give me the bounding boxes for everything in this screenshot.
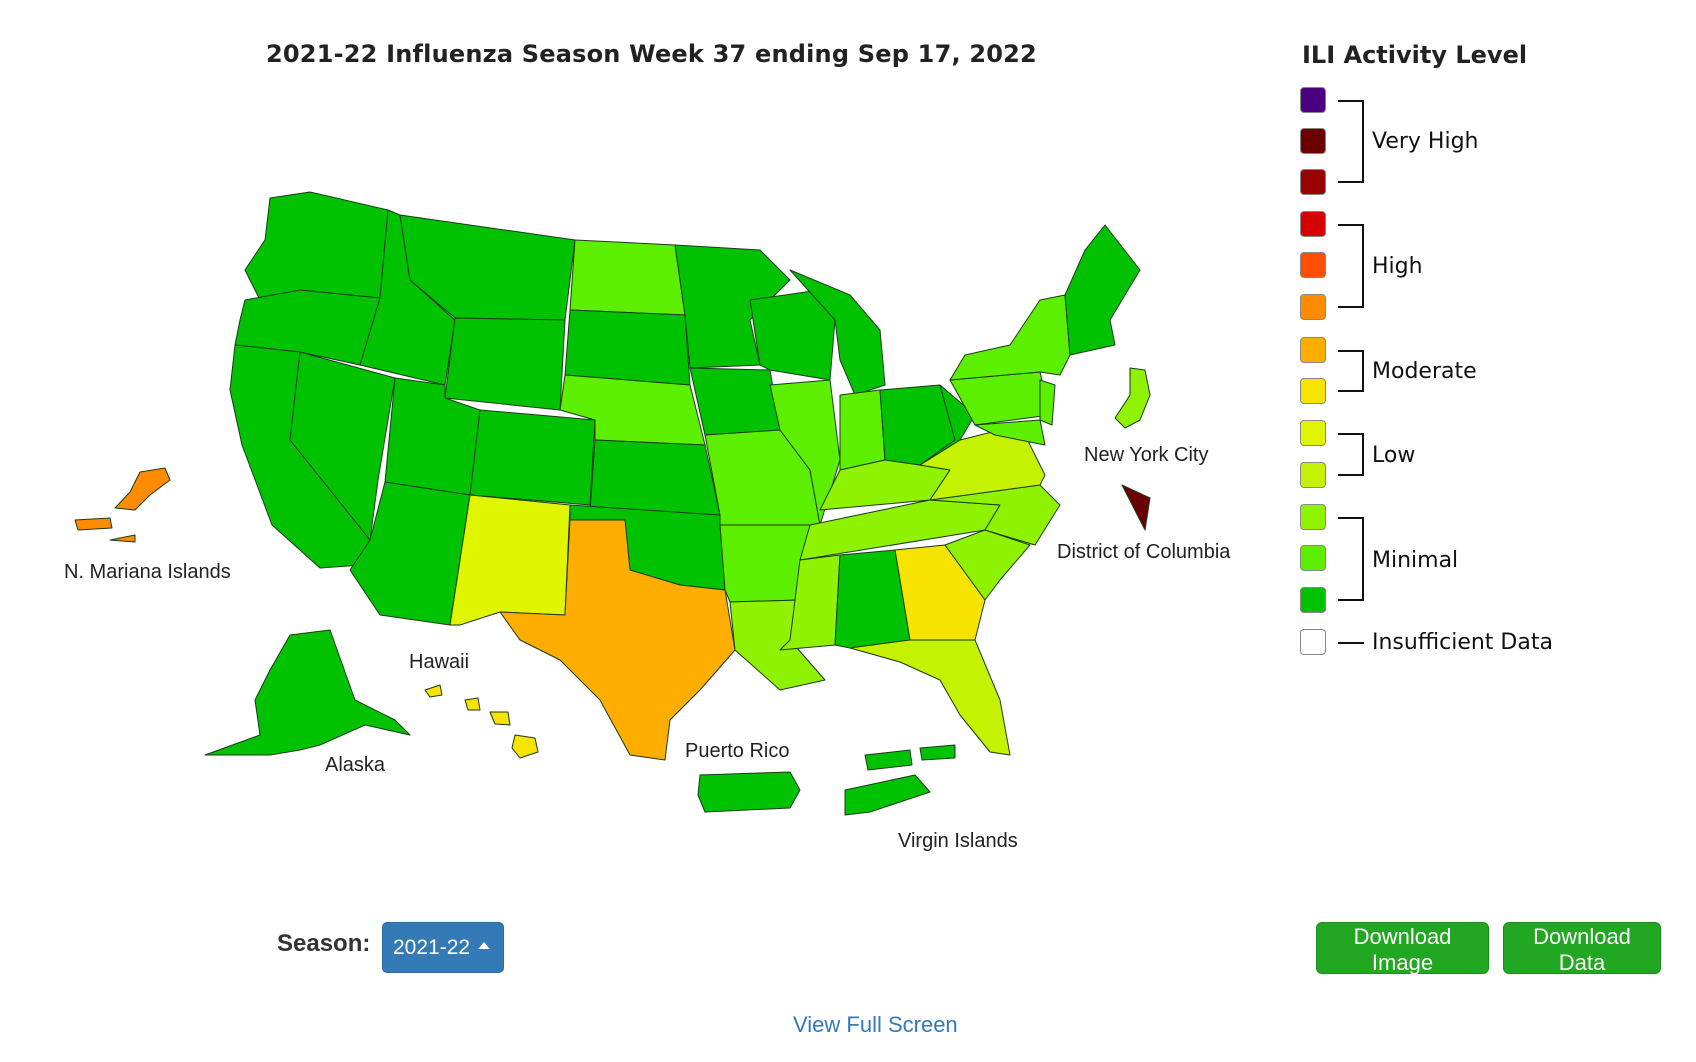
label-puerto-rico: Puerto Rico — [685, 740, 790, 762]
label-alaska: Alaska — [325, 754, 386, 776]
season-dropdown[interactable]: 2021-22 — [382, 922, 504, 973]
swatch-insufficient — [1300, 629, 1326, 655]
season-label: Season: — [277, 930, 371, 957]
legend-label-moderate: Moderate — [1372, 359, 1477, 384]
state-new-england[interactable] — [1064, 224, 1141, 356]
region-nyc[interactable] — [1114, 367, 1151, 429]
state-ks[interactable] — [589, 439, 721, 516]
state-nv[interactable] — [289, 351, 396, 541]
state-mn[interactable] — [674, 244, 791, 369]
swatch-high-1 — [1300, 211, 1326, 237]
state-fl[interactable] — [849, 639, 1011, 756]
state-or[interactable] — [234, 289, 381, 366]
legend-label-very-high: Very High — [1372, 129, 1479, 154]
swatch-minimal-1 — [1300, 504, 1326, 530]
label-virgin-islands: Virgin Islands — [898, 830, 1018, 852]
state-ak[interactable] — [204, 629, 411, 756]
bracket-low — [1338, 433, 1364, 476]
territory-vi[interactable] — [844, 744, 956, 816]
download-image-button[interactable]: Download Image — [1316, 922, 1489, 975]
label-dc: District of Columbia — [1057, 541, 1231, 563]
caret-up-icon — [478, 942, 491, 950]
state-ny[interactable] — [949, 294, 1071, 381]
label-mariana: N. Mariana Islands — [64, 561, 231, 583]
state-sc[interactable] — [944, 529, 1031, 601]
state-tx[interactable] — [499, 519, 736, 761]
state-wy[interactable] — [444, 317, 566, 411]
legend-title: ILI Activity Level — [1302, 41, 1528, 69]
legend-label-minimal: Minimal — [1372, 548, 1459, 573]
state-mi[interactable] — [789, 269, 886, 396]
swatch-high-2 — [1300, 252, 1326, 278]
bracket-minimal — [1338, 517, 1364, 601]
state-ms[interactable] — [779, 554, 841, 651]
map-title: 2021-22 Influenza Season Week 37 ending … — [266, 40, 1037, 68]
legend: Very High High Moderate Low Minimal Insu… — [1300, 83, 1680, 683]
state-wa[interactable] — [244, 191, 389, 301]
territory-pr[interactable] — [697, 771, 801, 813]
state-sd[interactable] — [564, 309, 691, 386]
us-map: New York City District of Columbia N. Ma… — [64, 191, 1231, 852]
swatch-minimal-2 — [1300, 545, 1326, 571]
label-nyc: New York City — [1084, 444, 1209, 466]
swatch-minimal-3 — [1300, 587, 1326, 613]
state-md-de[interactable] — [974, 419, 1046, 446]
region-dc[interactable] — [1121, 484, 1151, 531]
swatch-low-2 — [1300, 462, 1326, 488]
swatch-very-high-3 — [1300, 169, 1326, 195]
download-data-button[interactable]: Download Data — [1503, 922, 1661, 975]
bracket-very-high — [1338, 100, 1364, 183]
swatch-low-1 — [1300, 420, 1326, 446]
bracket-high — [1338, 224, 1364, 308]
view-full-screen-link[interactable]: View Full Screen — [793, 1012, 958, 1037]
label-hawaii: Hawaii — [409, 651, 469, 673]
state-nm[interactable] — [449, 494, 571, 626]
legend-label-low: Low — [1372, 443, 1416, 468]
legend-label-high: High — [1372, 254, 1423, 279]
state-in[interactable] — [839, 389, 886, 471]
swatch-high-3 — [1300, 294, 1326, 320]
swatch-very-high-1 — [1300, 87, 1326, 113]
swatch-very-high-2 — [1300, 128, 1326, 154]
state-ia[interactable] — [689, 367, 781, 436]
territory-mariana[interactable] — [74, 467, 171, 543]
state-co[interactable] — [469, 409, 596, 506]
dash-insufficient — [1338, 642, 1364, 644]
legend-label-insufficient: Insufficient Data — [1372, 630, 1553, 655]
swatch-moderate-1 — [1300, 337, 1326, 363]
state-ga[interactable] — [894, 544, 986, 641]
swatch-moderate-2 — [1300, 378, 1326, 404]
state-va[interactable] — [919, 424, 1046, 501]
state-hi[interactable] — [424, 684, 539, 759]
season-value: 2021-22 — [393, 935, 471, 959]
state-nd[interactable] — [569, 239, 686, 316]
bracket-moderate — [1338, 350, 1364, 392]
state-nj[interactable] — [1039, 379, 1056, 426]
